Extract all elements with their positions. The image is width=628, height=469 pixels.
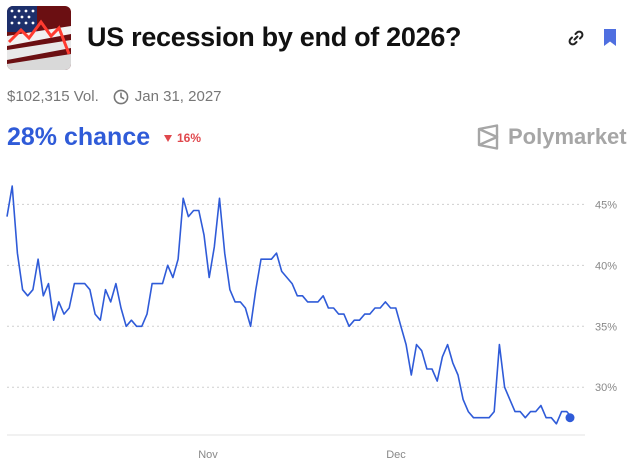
x-tick-label: Nov xyxy=(198,449,218,461)
price-history-chart: 45% 40% 35% 30% Nov Dec xyxy=(6,185,617,461)
market-title: US recession by end of 2026? xyxy=(87,22,462,52)
series-line xyxy=(6,185,573,425)
y-axis-ticks: 45% 40% 35% 30% xyxy=(595,199,617,394)
x-axis-ticks: Nov Dec xyxy=(198,449,406,461)
polymarket-logo-icon xyxy=(477,124,499,150)
brand-name: Polymarket xyxy=(508,124,627,149)
triangle-down-icon xyxy=(164,134,172,142)
x-tick-label: Dec xyxy=(386,449,406,461)
market-meta: $102,315 Vol. Jan 31, 2027 xyxy=(7,88,222,105)
market-thumbnail[interactable] xyxy=(7,6,71,70)
change-value: 16% xyxy=(177,131,202,145)
y-tick-label: 30% xyxy=(595,382,617,394)
bookmark-icon[interactable] xyxy=(602,28,622,48)
polymarket-brand[interactable]: Polymarket xyxy=(476,124,627,150)
y-tick-label: 35% xyxy=(595,321,617,333)
y-tick-label: 45% xyxy=(595,199,617,211)
current-value-dot xyxy=(565,413,575,423)
volume-label: $102,315 Vol. xyxy=(7,88,99,105)
clock-icon xyxy=(113,89,129,105)
end-date-label: Jan 31, 2027 xyxy=(134,88,222,105)
link-icon[interactable] xyxy=(566,28,586,48)
us-flag-recession-thumbnail xyxy=(7,6,71,70)
y-tick-label: 40% xyxy=(595,260,617,272)
change-badge: 16% xyxy=(164,131,201,145)
chance-value: 28% chance xyxy=(7,123,151,151)
chart-grid xyxy=(7,203,585,436)
